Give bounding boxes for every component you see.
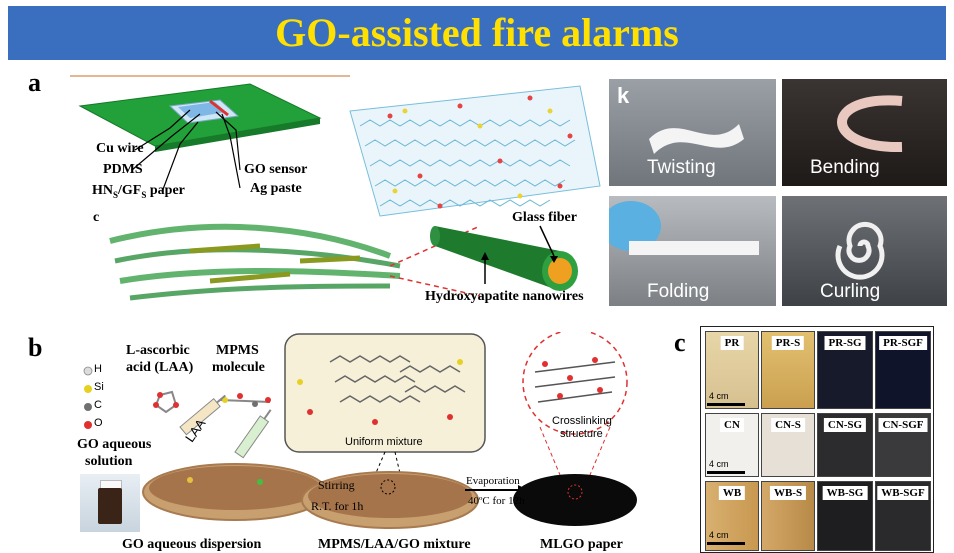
sample-grid: PR PR-S PR-SG PR-SGF 4 cm CN CN-S CN-SG … bbox=[700, 326, 934, 553]
sample-pr-s: PR-S bbox=[761, 331, 815, 409]
ag-paste-line bbox=[209, 99, 229, 117]
sensor-schematic bbox=[70, 75, 601, 301]
label-uniform-mixture: Uniform mixture bbox=[345, 436, 423, 448]
caption-mlgo-paper: MLGO paper bbox=[540, 537, 623, 552]
photo-curling: Curling bbox=[782, 196, 947, 306]
label-stirring: Stirring bbox=[318, 478, 355, 492]
label-mpms-line1: MPMS bbox=[216, 343, 259, 358]
crosslink-circle bbox=[522, 332, 628, 435]
sample-label: WB-SG bbox=[822, 486, 868, 500]
syringe-laa bbox=[179, 394, 226, 436]
label-stirring-condition: R.T. for 1h bbox=[311, 499, 364, 513]
legend-h: H bbox=[94, 363, 102, 375]
label-evaporation: Evaporation bbox=[466, 475, 520, 487]
uniform-mixture-box bbox=[284, 333, 486, 453]
sample-label: PR bbox=[720, 336, 744, 350]
label-ag-paste: Ag paste bbox=[250, 181, 302, 196]
sample-label: CN-SG bbox=[823, 418, 867, 432]
scale-label-row2: 4 cm bbox=[709, 459, 729, 469]
fiber-rod bbox=[430, 226, 578, 291]
label-laa-line2: acid (LAA) bbox=[126, 360, 194, 375]
page-title: GO-assisted fire alarms bbox=[275, 10, 679, 55]
photo-twisting: k Twisting bbox=[609, 79, 776, 186]
label-glass-fiber: Glass fiber bbox=[512, 210, 577, 225]
label-mpms-line2: molecule bbox=[212, 360, 265, 375]
label-crosslink-line1: Crosslinking bbox=[552, 415, 612, 427]
sample-label: PR-SGF bbox=[879, 336, 927, 350]
process-diagram bbox=[142, 332, 637, 529]
photo-label-bending: Bending bbox=[810, 157, 880, 178]
sample-label: PR-S bbox=[771, 336, 805, 350]
label-pdms: PDMS bbox=[103, 162, 143, 177]
sample-label: PR-SG bbox=[824, 336, 866, 350]
sample-label: WB-SGF bbox=[877, 486, 929, 500]
sample-wb: WB bbox=[705, 481, 759, 551]
photo-bending: Bending bbox=[782, 79, 947, 186]
scale-bar-row2 bbox=[707, 471, 745, 474]
sample-label: CN-S bbox=[771, 418, 805, 432]
sample-wb-s: WB-S bbox=[761, 481, 815, 551]
scale-label-row3: 4 cm bbox=[709, 530, 729, 540]
sample-label: WB-S bbox=[769, 486, 807, 500]
caption-go-dispersion: GO aqueous dispersion bbox=[122, 537, 262, 552]
mlgo-paper-disc bbox=[513, 474, 637, 526]
sample-cn-sgf: CN-SGF bbox=[875, 413, 931, 477]
legend-si: Si bbox=[94, 381, 104, 393]
sample-cn-s: CN-S bbox=[761, 413, 815, 477]
sample-wb-sgf: WB-SGF bbox=[875, 481, 931, 551]
nanowire-network bbox=[109, 223, 401, 301]
sample-label: WB bbox=[718, 486, 746, 500]
atom-legend-dots bbox=[83, 366, 93, 429]
label-hydroxyapatite: Hydroxyapatite nanowires bbox=[425, 289, 584, 304]
vial-photo bbox=[80, 474, 140, 532]
photo-label-curling: Curling bbox=[820, 281, 881, 302]
panel-b-letter: b bbox=[28, 333, 43, 362]
panel-c-letter: c bbox=[674, 328, 686, 357]
sample-wb-sg: WB-SG bbox=[817, 481, 873, 551]
photo-folding: Folding bbox=[609, 196, 776, 306]
caption-mixture: MPMS/LAA/GO mixture bbox=[318, 537, 471, 552]
sample-pr: PR bbox=[705, 331, 759, 409]
legend-c: C bbox=[94, 399, 102, 411]
sample-label: CN bbox=[720, 418, 744, 432]
label-crosslink-line2: structure bbox=[560, 428, 603, 440]
molecule-icons bbox=[153, 390, 271, 414]
photo-label-folding: Folding bbox=[647, 281, 710, 302]
label-laa-line1: L-ascorbic bbox=[126, 343, 190, 358]
panel-a-letter: a bbox=[28, 68, 41, 97]
label-go-sensor: GO sensor bbox=[244, 162, 308, 177]
label-go-solution-line1: GO aqueous bbox=[77, 437, 152, 452]
substrate-edge bbox=[155, 118, 320, 152]
syringe-mpms bbox=[234, 409, 272, 459]
label-evaporation-condition: 40ºC for 12h bbox=[468, 495, 525, 507]
scale-bar-row1 bbox=[707, 403, 745, 406]
legend-o: O bbox=[94, 417, 103, 429]
panel-a-sub-letter: c bbox=[93, 210, 100, 225]
label-paper: HNS/GFS paper bbox=[92, 183, 185, 200]
sample-pr-sgf: PR-SGF bbox=[875, 331, 931, 409]
title-banner: GO-assisted fire alarms bbox=[8, 6, 946, 60]
label-go-solution-line2: solution bbox=[85, 454, 133, 469]
scale-bar-row3 bbox=[707, 542, 745, 545]
sample-label: CN-SGF bbox=[878, 418, 928, 432]
sample-cn: CN bbox=[705, 413, 759, 477]
scale-label-row1: 4 cm bbox=[709, 391, 729, 401]
panel-k-letter: k bbox=[617, 83, 630, 108]
photo-label-twisting: Twisting bbox=[647, 157, 716, 178]
label-cu-wire: Cu wire bbox=[96, 141, 144, 156]
sample-cn-sg: CN-SG bbox=[817, 413, 873, 477]
sample-pr-sg: PR-SG bbox=[817, 331, 873, 409]
go-lattice bbox=[349, 85, 601, 217]
